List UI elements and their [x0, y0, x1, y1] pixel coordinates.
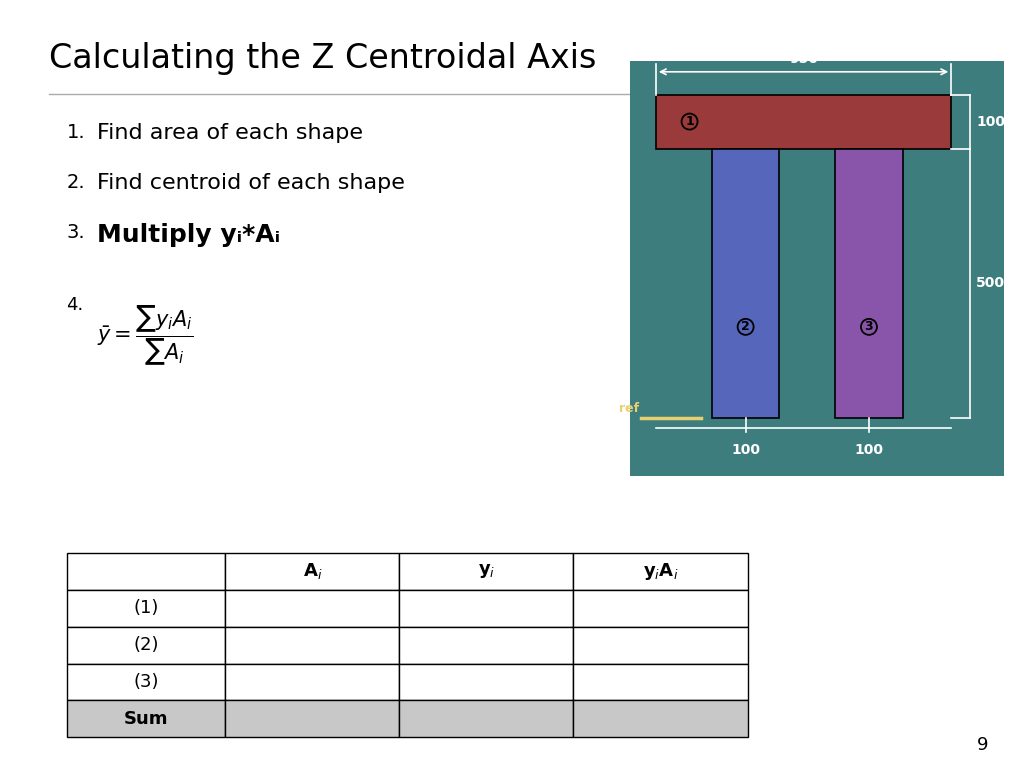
- Text: $\bar{y} = \dfrac{\sum y_i A_i}{\sum A_i}$: $\bar{y} = \dfrac{\sum y_i A_i}{\sum A_i…: [97, 303, 194, 368]
- Text: 1.: 1.: [67, 123, 85, 142]
- Text: (2): (2): [133, 636, 159, 654]
- Bar: [67, 553, 225, 590]
- Bar: [573, 700, 748, 737]
- Text: 100: 100: [976, 114, 1005, 128]
- Bar: [67, 627, 225, 664]
- Text: y$_i$A$_i$: y$_i$A$_i$: [643, 561, 678, 582]
- Bar: [399, 553, 573, 590]
- Text: Multiply yᵢ*Aᵢ: Multiply yᵢ*Aᵢ: [97, 223, 281, 247]
- Bar: [225, 590, 399, 627]
- Bar: [399, 664, 573, 700]
- Text: 1: 1: [685, 115, 694, 128]
- Bar: [225, 700, 399, 737]
- Bar: [836, 148, 902, 418]
- Text: 3: 3: [864, 320, 873, 333]
- Text: 2.: 2.: [67, 173, 85, 192]
- Text: 4.: 4.: [67, 296, 84, 313]
- Bar: [225, 664, 399, 700]
- Bar: [225, 627, 399, 664]
- Text: 950: 950: [790, 51, 818, 66]
- Text: 100: 100: [854, 443, 884, 457]
- Bar: [712, 148, 779, 418]
- Bar: [67, 700, 225, 737]
- Text: Find centroid of each shape: Find centroid of each shape: [97, 173, 406, 193]
- Bar: [573, 664, 748, 700]
- Text: (3): (3): [133, 673, 159, 691]
- Text: 100: 100: [731, 443, 760, 457]
- Bar: [67, 590, 225, 627]
- Bar: [399, 700, 573, 737]
- Text: Sum: Sum: [124, 710, 168, 728]
- Text: Find area of each shape: Find area of each shape: [97, 123, 364, 143]
- Bar: [630, 61, 1004, 476]
- Bar: [399, 627, 573, 664]
- Text: 9: 9: [977, 737, 988, 754]
- Bar: [399, 590, 573, 627]
- Text: (1): (1): [133, 599, 159, 617]
- Bar: [573, 590, 748, 627]
- Text: 2: 2: [741, 320, 750, 333]
- Bar: [225, 553, 399, 590]
- Bar: [573, 627, 748, 664]
- Text: Calculating the Z Centroidal Axis: Calculating the Z Centroidal Axis: [49, 42, 597, 75]
- Text: y$_i$: y$_i$: [478, 562, 495, 581]
- Bar: [656, 94, 951, 148]
- Text: ref: ref: [618, 402, 639, 415]
- Text: 3.: 3.: [67, 223, 85, 242]
- Text: 500: 500: [976, 276, 1005, 290]
- Bar: [573, 553, 748, 590]
- Bar: [67, 664, 225, 700]
- Text: A$_i$: A$_i$: [302, 561, 323, 581]
